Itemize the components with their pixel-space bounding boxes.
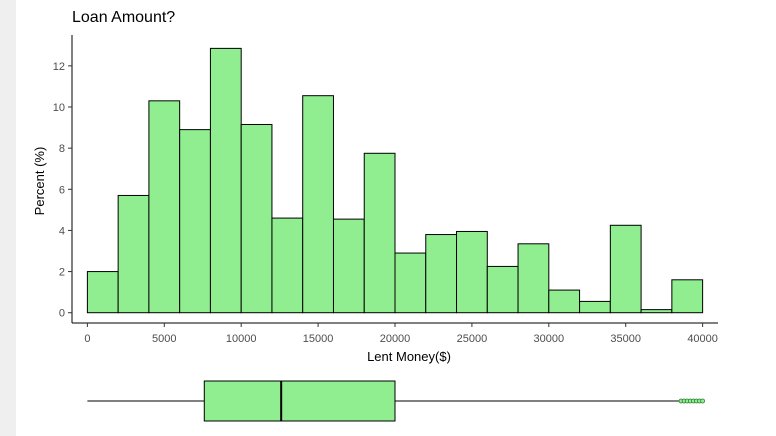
- histogram-bars: [86, 47, 704, 314]
- x-axis-title: Lent Money($): [367, 349, 451, 364]
- histogram-bar: [579, 300, 611, 314]
- y-axis-title: Percent (%): [32, 147, 47, 216]
- histogram-bar: [425, 234, 458, 314]
- window-edge-strip: [0, 0, 16, 436]
- histogram-bar: [86, 271, 119, 314]
- x-tick-label: 30000: [534, 333, 565, 345]
- histogram-bar: [548, 289, 581, 314]
- histogram-bar: [148, 100, 181, 314]
- boxplot-outlier: [700, 398, 706, 404]
- histogram-bar: [456, 230, 488, 314]
- histogram-bar: [609, 224, 642, 314]
- y-tick-label: 8: [59, 143, 65, 155]
- y-tick-label: 2: [59, 267, 65, 279]
- x-tick-label: 15000: [303, 333, 334, 345]
- histogram-bar: [517, 243, 550, 314]
- histogram-bar: [209, 47, 242, 314]
- histogram-bar: [240, 123, 273, 314]
- chart-title: Loan Amount?: [72, 9, 176, 26]
- histogram-bar: [363, 152, 396, 314]
- y-tick-label: 0: [59, 308, 65, 320]
- histogram-bar: [117, 194, 150, 314]
- axes: 0 2 4 6 8 10 12 0 5000 10000 15000 20000 25000 30000 3…: [53, 35, 718, 345]
- histogram-bar: [179, 129, 211, 314]
- x-tick-label: 5000: [152, 333, 176, 345]
- histogram-bar: [671, 279, 704, 314]
- y-tick-label: 4: [59, 225, 65, 237]
- histogram-bar: [640, 309, 673, 314]
- x-tick-label: 40000: [687, 333, 718, 345]
- histogram-bar: [486, 265, 519, 314]
- y-tick-label: 12: [53, 61, 65, 73]
- histogram-bar: [271, 217, 304, 314]
- x-tick-label: 25000: [457, 333, 488, 345]
- histogram-bar: [394, 252, 427, 314]
- histogram-bar: [332, 218, 365, 314]
- x-tick-label: 0: [84, 333, 90, 345]
- y-tick-label: 6: [59, 184, 65, 196]
- x-tick-label: 10000: [226, 333, 257, 345]
- boxplot: [87, 380, 706, 422]
- y-tick-label: 10: [53, 102, 65, 114]
- x-tick-label: 20000: [380, 333, 411, 345]
- histogram-bar: [302, 95, 334, 314]
- x-tick-label: 35000: [610, 333, 641, 345]
- boxplot-box: [203, 380, 396, 422]
